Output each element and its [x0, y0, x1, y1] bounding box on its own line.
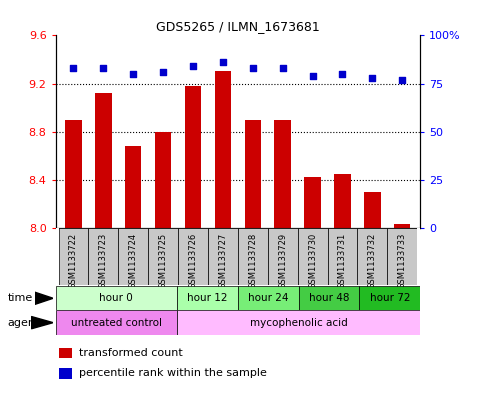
Bar [59, 347, 72, 358]
Point [219, 59, 227, 66]
Bar [215, 72, 231, 228]
Bar [125, 146, 142, 228]
Bar [244, 119, 261, 228]
Bar [56, 286, 177, 310]
Title: GDS5265 / ILMN_1673681: GDS5265 / ILMN_1673681 [156, 20, 320, 33]
Bar [56, 310, 177, 335]
Bar [357, 228, 387, 285]
Bar [304, 177, 321, 228]
Point [99, 65, 107, 71]
Point [279, 65, 286, 71]
Text: time: time [7, 293, 32, 303]
Text: GSM1133726: GSM1133726 [188, 233, 198, 289]
Text: mycophenolic acid: mycophenolic acid [250, 318, 348, 328]
Bar [364, 192, 381, 228]
Bar [208, 228, 238, 285]
Text: hour 24: hour 24 [248, 293, 288, 303]
Bar [148, 228, 178, 285]
Point [159, 69, 167, 75]
Text: hour 72: hour 72 [369, 293, 410, 303]
Text: GSM1133730: GSM1133730 [308, 233, 317, 289]
Bar [56, 228, 58, 285]
Bar [394, 224, 411, 228]
Text: GSM1133733: GSM1133733 [398, 233, 407, 289]
Bar [238, 286, 298, 310]
Text: GSM1133729: GSM1133729 [278, 233, 287, 288]
Bar [58, 228, 88, 285]
Point [249, 65, 256, 71]
Bar [95, 93, 112, 228]
Bar [268, 228, 298, 285]
Bar [387, 228, 417, 285]
Bar [274, 119, 291, 228]
Text: GSM1133723: GSM1133723 [99, 233, 108, 289]
Bar [298, 286, 359, 310]
Bar [155, 132, 171, 228]
Polygon shape [31, 316, 53, 329]
Text: GSM1133724: GSM1133724 [129, 233, 138, 288]
Bar [359, 286, 420, 310]
Polygon shape [35, 292, 53, 305]
Text: GSM1133728: GSM1133728 [248, 233, 257, 289]
Point [369, 75, 376, 81]
Text: agent: agent [7, 318, 40, 328]
Bar [59, 368, 72, 379]
Point [129, 71, 137, 77]
Text: GSM1133731: GSM1133731 [338, 233, 347, 289]
Bar [298, 228, 327, 285]
Bar [334, 174, 351, 228]
Point [70, 65, 77, 71]
Text: hour 12: hour 12 [187, 293, 228, 303]
Bar [177, 286, 238, 310]
Bar [327, 228, 357, 285]
Text: GSM1133722: GSM1133722 [69, 233, 78, 288]
Point [189, 63, 197, 69]
Text: transformed count: transformed count [79, 348, 183, 358]
Bar [177, 310, 420, 335]
Text: percentile rank within the sample: percentile rank within the sample [79, 369, 267, 378]
Bar [238, 228, 268, 285]
Bar [118, 228, 148, 285]
Point [309, 73, 316, 79]
Point [398, 77, 406, 83]
Text: GSM1133725: GSM1133725 [158, 233, 168, 288]
Bar [417, 228, 420, 285]
Text: untreated control: untreated control [71, 318, 162, 328]
Text: GSM1133732: GSM1133732 [368, 233, 377, 289]
Text: hour 0: hour 0 [99, 293, 133, 303]
Bar [88, 228, 118, 285]
Bar [185, 86, 201, 228]
Text: GSM1133727: GSM1133727 [218, 233, 227, 289]
Point [339, 71, 346, 77]
Bar [65, 119, 82, 228]
Text: hour 48: hour 48 [309, 293, 349, 303]
Bar [178, 228, 208, 285]
